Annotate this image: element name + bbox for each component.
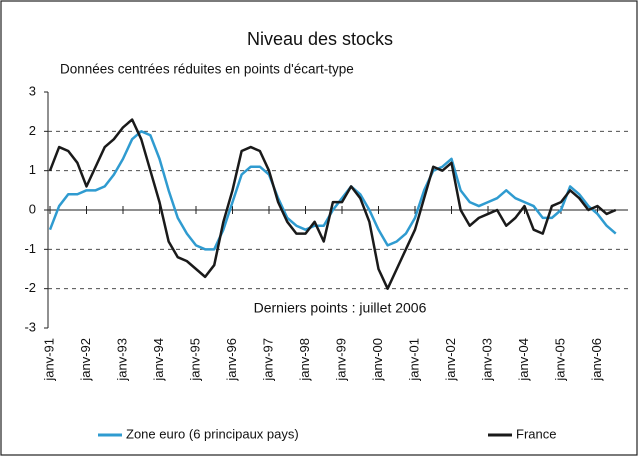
y-tick-label: 1 [29, 162, 36, 177]
x-tick-label: janv-02 [443, 338, 458, 382]
x-tick-label: janv-99 [333, 338, 348, 382]
y-tick-label: 3 [29, 83, 36, 98]
series-line [48, 130, 617, 251]
x-tick-label: janv-98 [297, 338, 312, 382]
x-tick-label: janv-06 [589, 338, 604, 382]
legend-label: Zone euro (6 principaux pays) [126, 426, 299, 441]
legend-label: France [516, 426, 556, 441]
x-tick-label: janv-01 [406, 338, 421, 382]
x-tick-label: janv-94 [151, 338, 166, 382]
y-tick-label: -2 [24, 280, 36, 295]
y-tick-label: -3 [24, 319, 36, 334]
x-tick-label: janv-03 [479, 338, 494, 382]
x-tick-label: janv-96 [224, 338, 239, 382]
x-tick-label: janv-95 [187, 338, 202, 382]
series-line [48, 118, 617, 290]
y-tick-label: 2 [29, 123, 36, 138]
chart-subtitle: Données centrées réduites en points d'éc… [60, 62, 354, 77]
x-tick-label: janv-97 [260, 338, 275, 382]
y-tick-label: -1 [24, 241, 36, 256]
y-tick-label: 0 [29, 201, 36, 216]
x-tick-label: janv-04 [516, 338, 531, 382]
annotation: Derniers points : juillet 2006 [254, 300, 427, 316]
x-tick-label: janv-93 [114, 338, 129, 382]
x-tick-label: janv-05 [552, 338, 567, 382]
x-tick-label: janv-00 [370, 338, 385, 382]
x-tick-label: janv-91 [41, 338, 56, 382]
chart-title: Niveau des stocks [247, 29, 393, 49]
x-tick-label: janv-92 [78, 338, 93, 382]
